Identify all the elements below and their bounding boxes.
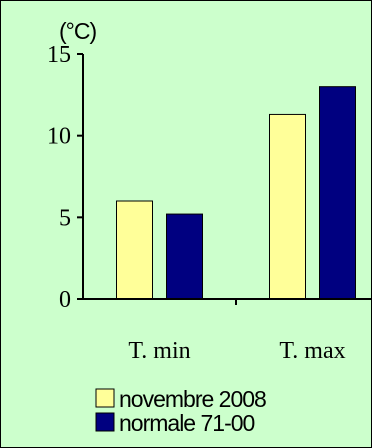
legend-label: normale 71-00 — [119, 410, 255, 436]
y-tick-label: 15 — [47, 42, 71, 68]
x-tick-label: T. min — [128, 338, 190, 364]
y-axis-unit-label: (°C) — [59, 18, 96, 44]
legend-label: novembre 2008 — [119, 386, 266, 412]
bar-normale-71-00-t-min — [166, 213, 203, 300]
x-axis-labels: T. min T. max — [128, 338, 345, 364]
legend-swatch — [95, 388, 115, 408]
y-tick-label: 0 — [59, 287, 71, 313]
legend-swatch — [95, 412, 115, 432]
bar-normale-71-00-t-max — [319, 86, 356, 300]
bar-novembre-2008-t-max — [269, 113, 306, 300]
bar-novembre-2008-t-min — [116, 200, 153, 300]
axes — [82, 54, 371, 305]
y-tick-label: 10 — [47, 124, 71, 150]
bars — [116, 86, 356, 300]
y-tick-label: 5 — [59, 205, 71, 231]
y-axis-ticks: 0 5 10 15 — [47, 42, 83, 313]
x-tick-label: T. max — [279, 338, 345, 364]
